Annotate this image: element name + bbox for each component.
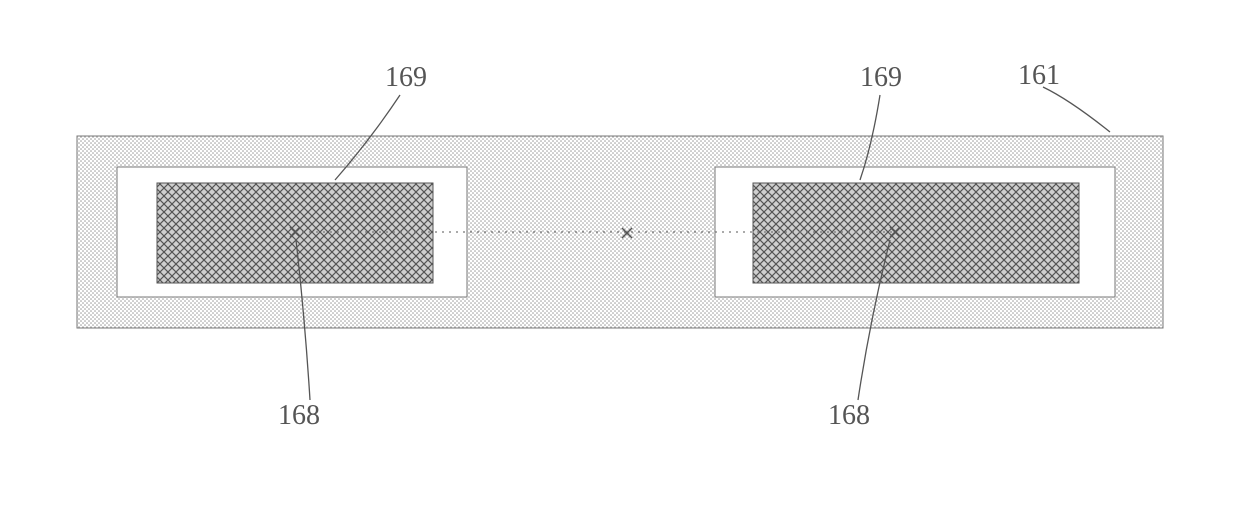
- leader-161: [1043, 87, 1110, 132]
- label-169-top-right: 169: [860, 62, 902, 94]
- label-169-top-left: 169: [385, 62, 427, 94]
- diagram-stage: 169 169 161 168 168: [0, 0, 1240, 516]
- label-161: 161: [1018, 60, 1060, 92]
- label-168-bottom-right: 168: [828, 400, 870, 432]
- label-168-bottom-left: 168: [278, 400, 320, 432]
- hatched-169-right: [753, 183, 1079, 283]
